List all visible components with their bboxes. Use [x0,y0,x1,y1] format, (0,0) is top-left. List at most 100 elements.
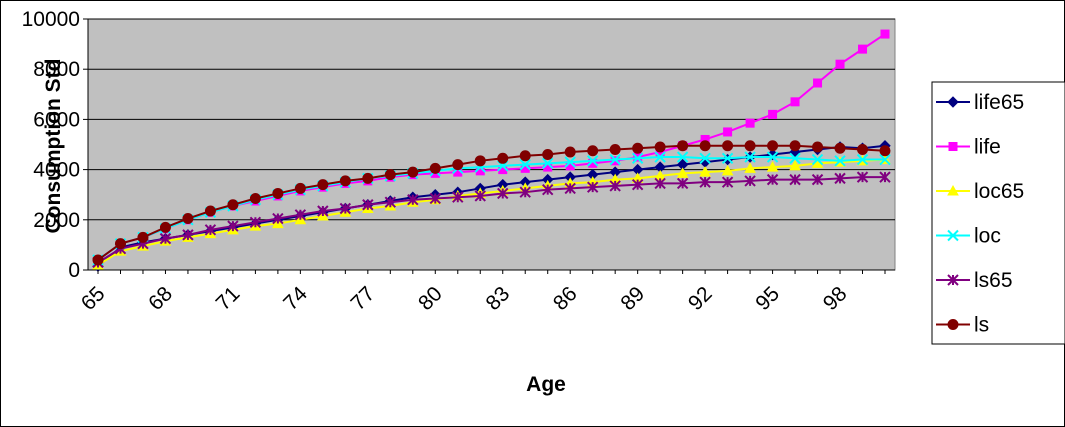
data-point-marker [564,182,576,195]
legend-label: loc65 [974,180,1024,203]
data-point-marker [835,59,845,69]
data-point-marker [676,151,689,163]
data-point-marker [813,78,823,88]
y-tick-label: 0 [68,259,80,282]
data-point-marker [339,202,352,215]
data-point-marker [699,140,711,152]
data-point-marker [699,166,711,177]
legend-item: life65 [936,91,1024,114]
data-point-marker [947,96,959,108]
data-point-marker [676,167,689,178]
data-point-marker [879,153,891,166]
legend-item: ls [936,314,989,337]
x-tick-label: 77 [347,282,380,315]
series-ls65 [92,171,891,269]
data-point-marker [722,140,734,152]
data-point-marker [744,175,756,187]
data-point-marker [858,44,868,54]
data-point-marker [317,179,329,191]
data-point-marker [609,180,621,192]
data-point-marker [654,141,666,153]
data-point-marker [92,254,104,266]
data-point-marker [474,155,486,167]
data-point-marker [114,238,126,250]
data-point-marker [947,274,959,286]
data-point-marker [227,199,239,211]
data-point-marker [249,192,261,204]
data-point-marker [632,142,644,154]
data-point-marker [384,169,396,181]
data-point-marker [519,186,531,198]
data-point-marker [948,142,958,151]
data-point-marker [474,190,486,202]
data-point-marker [586,155,599,167]
data-point-marker [721,176,734,188]
data-point-marker [542,157,554,170]
data-point-marker [249,216,262,229]
data-point-marker [407,194,419,206]
x-tick-label: 83 [481,282,514,315]
data-point-marker [452,191,464,203]
legend-item: life [936,136,1001,159]
data-point-marker [272,187,284,199]
x-tick-label: 95 [751,282,784,315]
data-point-marker [542,149,554,161]
data-point-marker [294,182,306,194]
data-point-marker [654,177,666,190]
x-tick-label: 71 [212,282,245,315]
data-point-marker [789,140,801,152]
data-point-marker [631,152,644,165]
data-point-marker [429,192,441,205]
x-tick-label: 89 [616,282,649,315]
data-point-marker [790,97,800,107]
y-tick-label: 8000 [33,58,80,81]
data-point-marker [677,140,689,152]
legend-item: loc65 [936,180,1024,203]
legend-label: life [974,136,1001,159]
x-axis-ticks: 65 68 71 74 77 80 83 86 89 92 95 98 [77,270,886,315]
data-point-marker [676,177,689,190]
data-point-marker [834,155,846,167]
data-point-marker [204,205,216,217]
x-tick-label: 74 [279,282,312,315]
data-point-marker [767,140,779,152]
legend-label: ls [974,314,989,337]
legend-label: life65 [974,91,1024,114]
data-point-marker [519,158,531,171]
data-point-marker [227,220,239,232]
data-point-marker [834,142,846,154]
x-tick-label: 80 [414,282,447,315]
data-point-marker [768,109,778,119]
data-point-marker [497,187,509,200]
y-tick-label: 4000 [33,159,80,182]
data-point-marker [429,162,441,174]
x-tick-label: 68 [144,282,177,315]
x-axis-title: Age [526,373,566,396]
data-point-marker [812,141,824,153]
data-point-marker [362,199,374,211]
data-point-marker [879,145,891,157]
data-point-marker [452,159,464,171]
data-point-marker [766,173,779,186]
data-point-marker [699,176,711,188]
data-point-marker [857,144,869,156]
legend-label: loc [974,225,1001,248]
data-point-marker [588,158,598,168]
data-point-marker [723,127,733,137]
x-tick-label: 65 [77,282,110,315]
data-point-marker [586,181,599,193]
data-point-marker [339,175,351,187]
data-point-marker [766,161,779,172]
data-point-marker [564,156,576,168]
data-point-marker [272,212,284,225]
data-point-marker [609,153,621,166]
data-point-marker [317,205,329,217]
data-point-marker [744,162,756,173]
data-point-marker [856,171,869,183]
data-point-marker [811,153,824,166]
data-point-marker [880,29,890,39]
data-point-marker [721,152,734,165]
data-point-marker [564,146,576,158]
x-tick-label: 98 [819,282,852,315]
